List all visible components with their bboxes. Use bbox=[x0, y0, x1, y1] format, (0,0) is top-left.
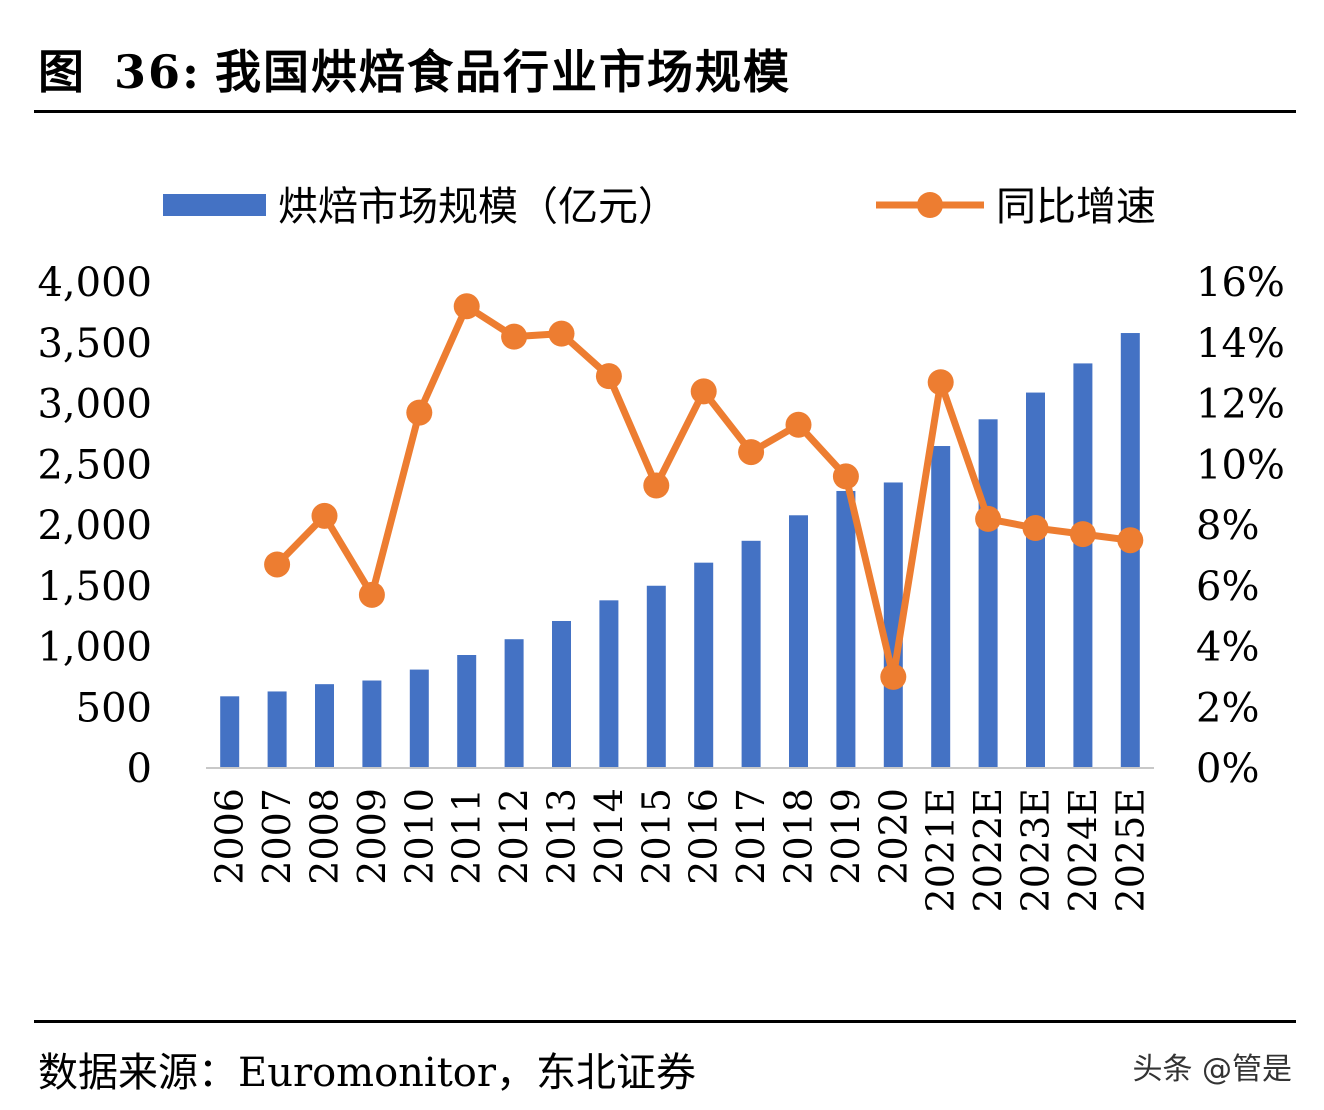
x-tick-label: 2006 bbox=[208, 788, 252, 885]
y-left-tick-label: 3,000 bbox=[37, 382, 152, 428]
x-tick-label: 2023E bbox=[1014, 788, 1058, 912]
x-tick-label: 2016 bbox=[682, 788, 726, 885]
y-left-tick-label: 500 bbox=[76, 685, 152, 731]
growth-point bbox=[359, 582, 385, 608]
y-right-tick-label: 10% bbox=[1196, 442, 1285, 488]
legend-bar-swatch bbox=[163, 194, 266, 216]
growth-point bbox=[975, 506, 1001, 532]
y-right-tick-label: 6% bbox=[1196, 564, 1259, 610]
y-left-tick-label: 4,000 bbox=[37, 260, 152, 306]
growth-point bbox=[549, 321, 575, 347]
x-tick-label: 2021E bbox=[919, 788, 963, 912]
bakery-market-chart: 0 500 1,000 1,500 2,000 2,500 3,000 3,500 4,000 0… bbox=[0, 0, 1324, 1010]
bar-market-size bbox=[315, 684, 334, 768]
growth-point bbox=[501, 324, 527, 350]
y-right-tick-label: 2% bbox=[1196, 685, 1259, 731]
x-tick-label: 2022E bbox=[966, 788, 1010, 912]
growth-point bbox=[833, 463, 859, 489]
growth-point bbox=[738, 439, 764, 465]
growth-point bbox=[1117, 527, 1143, 553]
y-right-tick-label: 16% bbox=[1196, 260, 1285, 306]
source-note: 数据来源：Euromonitor，东北证券 bbox=[38, 1040, 696, 1098]
y-left-tick-label: 2,500 bbox=[37, 442, 152, 488]
x-tick-label: 2008 bbox=[303, 788, 347, 885]
x-tick-label: 2025E bbox=[1108, 788, 1152, 912]
bar-market-size bbox=[647, 586, 666, 768]
bar-market-size bbox=[410, 670, 429, 768]
bar-market-size bbox=[268, 691, 287, 768]
growth-point bbox=[312, 503, 338, 529]
bar-market-size bbox=[1073, 363, 1092, 768]
growth-point bbox=[928, 369, 954, 395]
growth-point bbox=[454, 293, 480, 319]
bar-market-size bbox=[505, 639, 524, 768]
growth-point bbox=[691, 378, 717, 404]
bar-market-size bbox=[552, 621, 571, 768]
x-tick-label: 2009 bbox=[350, 788, 394, 885]
x-tick-label: 2017 bbox=[729, 788, 773, 885]
bar-market-size bbox=[979, 419, 998, 768]
bar-market-size bbox=[836, 491, 855, 768]
legend-bar-label: 烘焙市场规模（亿元） bbox=[278, 184, 678, 230]
legend-line-marker bbox=[917, 192, 943, 218]
bar-market-size bbox=[457, 655, 476, 768]
growth-point bbox=[406, 400, 432, 426]
y-right-tick-label: 14% bbox=[1196, 321, 1285, 367]
x-tick-label: 2007 bbox=[255, 788, 299, 885]
growth-point bbox=[1070, 521, 1096, 547]
y-left-tick-label: 1,500 bbox=[37, 564, 152, 610]
y-right-tick-label: 12% bbox=[1196, 382, 1285, 428]
bar-market-size bbox=[789, 515, 808, 768]
bar-market-size bbox=[362, 681, 381, 768]
bar-market-size bbox=[742, 541, 761, 768]
legend-line-label: 同比增速 bbox=[996, 184, 1156, 230]
x-tick-label: 2018 bbox=[777, 788, 821, 885]
bar-market-size bbox=[220, 696, 239, 768]
x-tick-label: 2014 bbox=[587, 788, 631, 885]
x-tick-label: 2012 bbox=[492, 788, 536, 885]
y-left-tick-label: 3,500 bbox=[37, 321, 152, 367]
growth-point bbox=[596, 363, 622, 389]
y-left-tick-label: 1,000 bbox=[37, 625, 152, 671]
growth-point bbox=[264, 551, 290, 577]
bar-market-size bbox=[931, 446, 950, 768]
x-tick-label: 2015 bbox=[634, 788, 678, 885]
watermark: 头条 @管是 bbox=[1132, 1044, 1292, 1088]
bar-market-size bbox=[694, 563, 713, 768]
source-rule bbox=[34, 1020, 1296, 1023]
y-left-tick-label: 2,000 bbox=[37, 503, 152, 549]
y-right-tick-label: 8% bbox=[1196, 503, 1259, 549]
x-tick-label: 2024E bbox=[1061, 788, 1105, 912]
growth-point bbox=[880, 664, 906, 690]
x-tick-label: 2010 bbox=[397, 788, 441, 885]
y-right-tick-label: 4% bbox=[1196, 625, 1259, 671]
x-tick-label: 2020 bbox=[871, 788, 915, 885]
bar-market-size bbox=[599, 600, 618, 768]
x-tick-label: 2013 bbox=[540, 788, 584, 885]
x-tick-label: 2011 bbox=[445, 788, 489, 885]
y-left-tick-label: 0 bbox=[127, 746, 152, 792]
bar-market-size bbox=[1026, 393, 1045, 768]
y-right-tick-label: 0% bbox=[1196, 746, 1259, 792]
growth-point bbox=[1023, 515, 1049, 541]
growth-point bbox=[786, 412, 812, 438]
x-tick-label: 2019 bbox=[824, 788, 868, 885]
growth-point bbox=[643, 473, 669, 499]
